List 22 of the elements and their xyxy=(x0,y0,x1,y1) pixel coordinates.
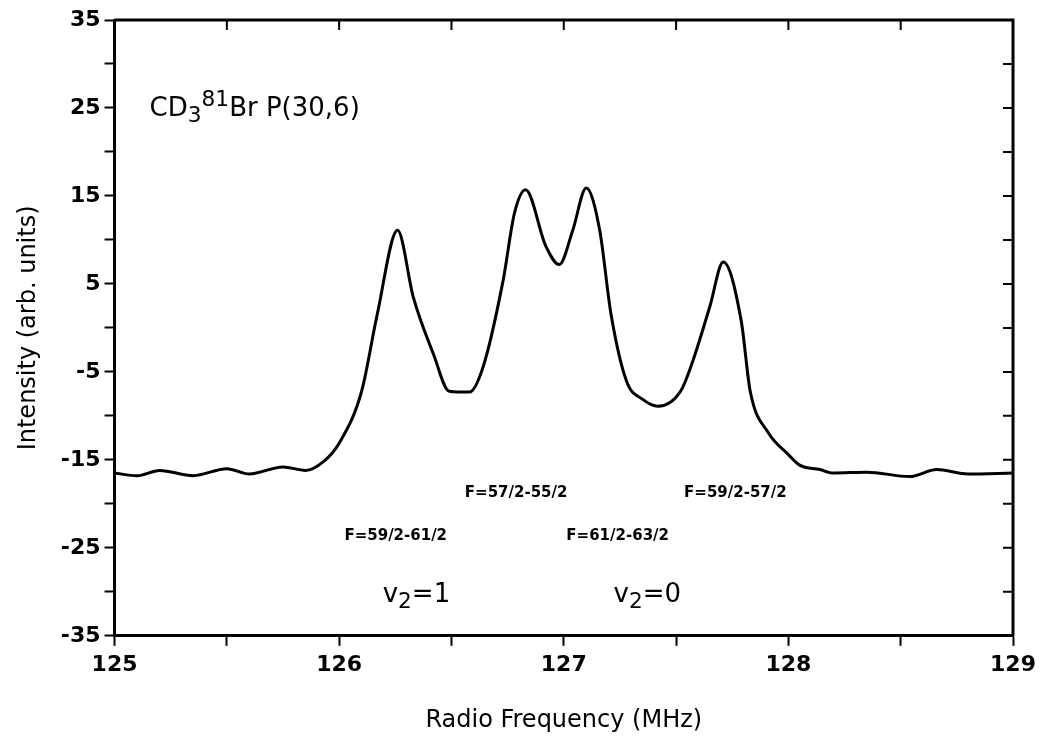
y-axis-title: Intensity (arb. units) xyxy=(12,205,41,451)
x-tick-label: 128 xyxy=(765,650,812,676)
annotation: F=57/2-55/2 xyxy=(464,482,568,501)
x-tick-label: 127 xyxy=(540,650,587,676)
x-tick-label: 125 xyxy=(91,650,138,676)
annotation: F=61/2-63/2 xyxy=(566,525,669,544)
y-tick-label: -15 xyxy=(60,445,101,471)
annotation: F=59/2-57/2 xyxy=(684,482,787,501)
y-tick-label: 35 xyxy=(69,5,101,31)
y-tick-label: 25 xyxy=(69,93,101,119)
y-tick-label: 5 xyxy=(85,269,101,295)
annotation: v$_{2}$=1 xyxy=(382,577,451,614)
y-tick-label: -35 xyxy=(60,621,101,647)
y-tick-label: -5 xyxy=(76,357,101,383)
x-axis-title: Radio Frequency (MHz) xyxy=(425,704,703,733)
annotation: CD$_{3}$$^{81}$Br P(30,6) xyxy=(149,86,360,128)
x-tick-label: 129 xyxy=(990,650,1036,676)
annotation: F=59/2-61/2 xyxy=(344,525,448,544)
y-tick-label: 15 xyxy=(69,181,101,207)
x-tick-label: 126 xyxy=(316,650,363,676)
annotation: v$_{2}$=0 xyxy=(613,577,682,614)
y-tick-label: -25 xyxy=(60,533,101,559)
